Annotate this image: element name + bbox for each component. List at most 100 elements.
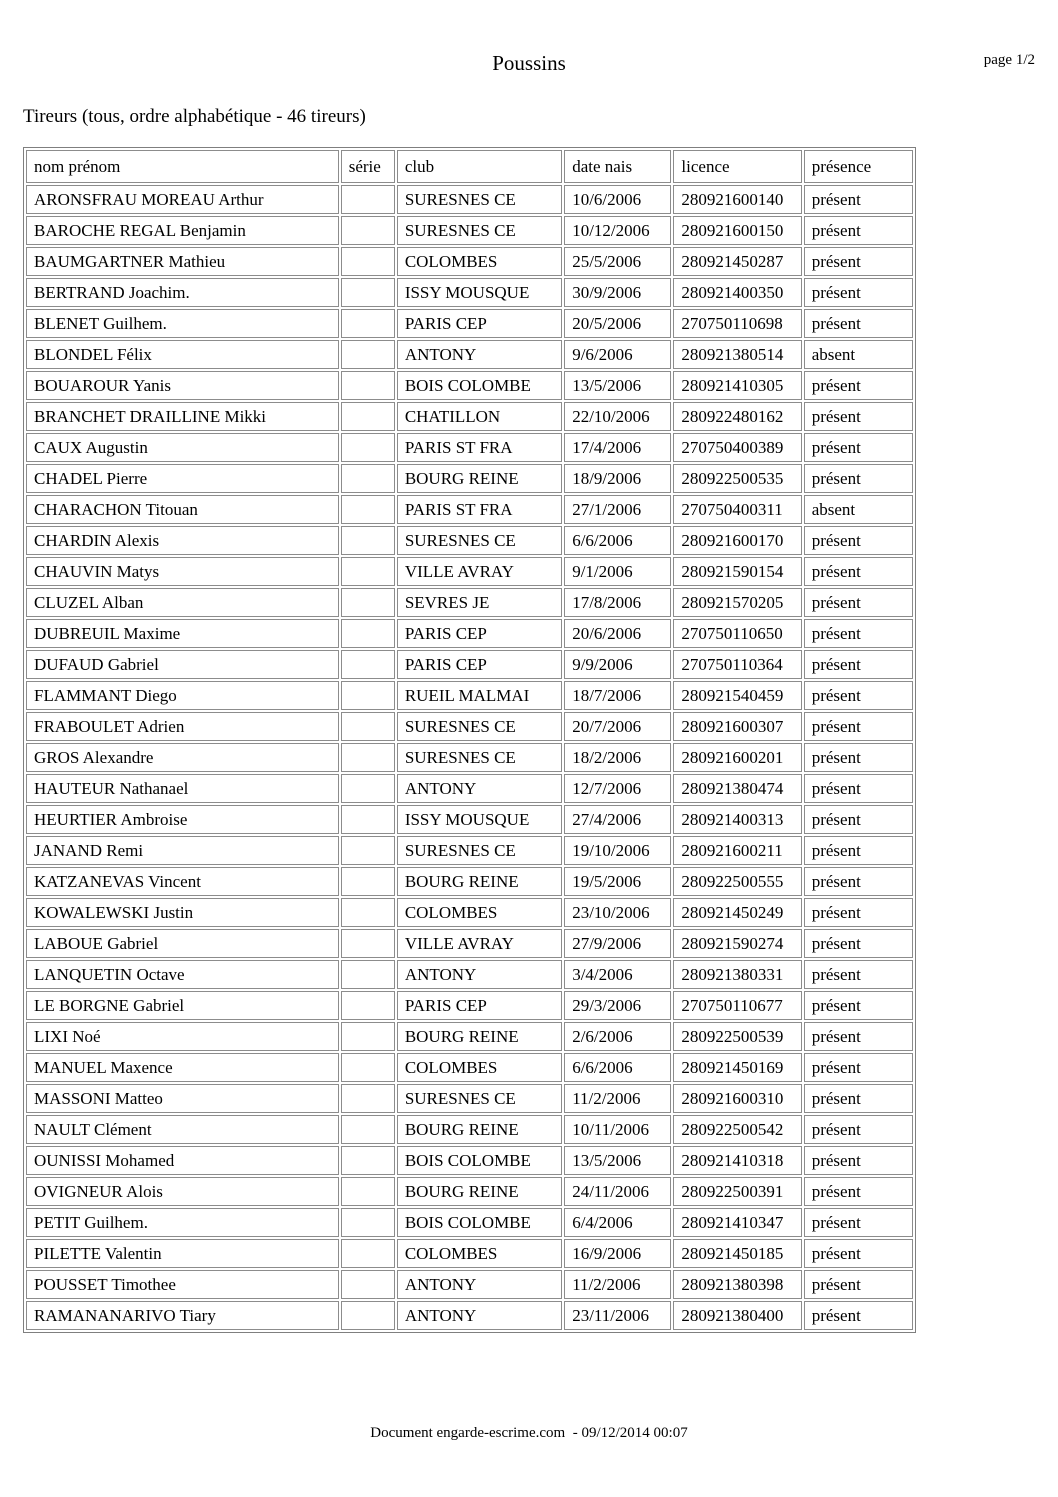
fencer-club-cell: SURESNES CE: [396, 836, 563, 865]
fencer-serie-cell: [340, 340, 395, 369]
fencer-birthdate-cell: 9/1/2006: [564, 557, 672, 586]
fencer-name-cell: FLAMMANT Diego: [26, 681, 339, 710]
fencer-name-cell: JANAND Remi: [26, 836, 339, 865]
fencer-presence-cell: présent: [803, 185, 913, 214]
table-row: LABOUE Gabriel VILLE AVRAY 27/9/2006 280…: [26, 929, 913, 958]
table-row: BERTRAND Joachim. ISSY MOUSQUE 30/9/2006…: [26, 278, 913, 307]
fencer-club-cell: PARIS CEP: [396, 650, 563, 679]
fencer-name-cell: CAUX Augustin: [26, 433, 339, 462]
table-header: nom prénom série club date nais licence …: [26, 150, 913, 183]
table-row: RAMANANARIVO Tiary ANTONY 23/11/2006 280…: [26, 1301, 913, 1330]
fencer-serie-cell: [340, 247, 395, 276]
fencer-licence-cell: 280922500539: [673, 1022, 802, 1051]
fencer-serie-cell: [340, 402, 395, 431]
table-row: DUFAUD Gabriel PARIS CEP 9/9/2006 270750…: [26, 650, 913, 679]
fencer-name-cell: BRANCHET DRAILLINE Mikki: [26, 402, 339, 431]
fencer-club-cell: PARIS ST FRA: [396, 433, 563, 462]
fencer-licence-cell: 280921540459: [673, 681, 802, 710]
fencer-name-cell: LANQUETIN Octave: [26, 960, 339, 989]
fencers-table: nom prénom série club date nais licence …: [23, 147, 916, 1333]
fencer-serie-cell: [340, 836, 395, 865]
fencer-serie-cell: [340, 774, 395, 803]
fencer-licence-cell: 280921380400: [673, 1301, 802, 1330]
fencer-birthdate-cell: 20/7/2006: [564, 712, 672, 741]
fencer-presence-cell: présent: [803, 1084, 913, 1113]
fencer-name-cell: LIXI Noé: [26, 1022, 339, 1051]
fencer-licence-cell: 280921600140: [673, 185, 802, 214]
fencer-serie-cell: [340, 185, 395, 214]
table-row: CHADEL Pierre BOURG REINE 18/9/2006 2809…: [26, 464, 913, 493]
fencer-presence-cell: présent: [803, 898, 913, 927]
fencer-name-cell: FRABOULET Adrien: [26, 712, 339, 741]
fencer-licence-cell: 280921600310: [673, 1084, 802, 1113]
fencer-presence-cell: présent: [803, 402, 913, 431]
table-row: MANUEL Maxence COLOMBES 6/6/2006 2809214…: [26, 1053, 913, 1082]
table-row: GROS Alexandre SURESNES CE 18/2/2006 280…: [26, 743, 913, 772]
table-row: CHAUVIN Matys VILLE AVRAY 9/1/2006 28092…: [26, 557, 913, 586]
fencer-name-cell: BAROCHE REGAL Benjamin: [26, 216, 339, 245]
table-row: DUBREUIL Maxime PARIS CEP 20/6/2006 2707…: [26, 619, 913, 648]
fencer-presence-cell: présent: [803, 1177, 913, 1206]
fencer-licence-cell: 270750110650: [673, 619, 802, 648]
fencer-presence-cell: présent: [803, 681, 913, 710]
fencer-birthdate-cell: 20/5/2006: [564, 309, 672, 338]
table-row: JANAND Remi SURESNES CE 19/10/2006 28092…: [26, 836, 913, 865]
table-row: FLAMMANT Diego RUEIL MALMAI 18/7/2006 28…: [26, 681, 913, 710]
fencer-club-cell: BOIS COLOMBE: [396, 1208, 563, 1237]
fencer-serie-cell: [340, 1301, 395, 1330]
table-body: ARONSFRAU MOREAU Arthur SURESNES CE 10/6…: [26, 185, 913, 1330]
fencer-club-cell: RUEIL MALMAI: [396, 681, 563, 710]
fencer-birthdate-cell: 9/6/2006: [564, 340, 672, 369]
table-row: OUNISSI Mohamed BOIS COLOMBE 13/5/2006 2…: [26, 1146, 913, 1175]
fencer-name-cell: ARONSFRAU MOREAU Arthur: [26, 185, 339, 214]
fencer-serie-cell: [340, 433, 395, 462]
fencer-licence-cell: 280922500542: [673, 1115, 802, 1144]
fencer-name-cell: BLONDEL Félix: [26, 340, 339, 369]
fencer-club-cell: SURESNES CE: [396, 743, 563, 772]
fencer-club-cell: SEVRES JE: [396, 588, 563, 617]
fencer-name-cell: POUSSET Timothee: [26, 1270, 339, 1299]
fencer-club-cell: COLOMBES: [396, 1053, 563, 1082]
fencer-birthdate-cell: 6/6/2006: [564, 526, 672, 555]
fencer-presence-cell: présent: [803, 1208, 913, 1237]
fencer-licence-cell: 280922500391: [673, 1177, 802, 1206]
fencer-presence-cell: présent: [803, 712, 913, 741]
fencer-presence-cell: présent: [803, 1270, 913, 1299]
fencer-birthdate-cell: 20/6/2006: [564, 619, 672, 648]
fencer-licence-cell: 280921600211: [673, 836, 802, 865]
column-header-presence: présence: [803, 150, 913, 183]
fencer-licence-cell: 280921450287: [673, 247, 802, 276]
fencer-licence-cell: 280921380474: [673, 774, 802, 803]
fencer-club-cell: ISSY MOUSQUE: [396, 278, 563, 307]
table-row: NAULT Clément BOURG REINE 10/11/2006 280…: [26, 1115, 913, 1144]
fencer-club-cell: PARIS CEP: [396, 619, 563, 648]
fencer-birthdate-cell: 19/10/2006: [564, 836, 672, 865]
fencer-presence-cell: présent: [803, 216, 913, 245]
fencer-serie-cell: [340, 898, 395, 927]
fencer-serie-cell: [340, 960, 395, 989]
fencer-name-cell: KATZANEVAS Vincent: [26, 867, 339, 896]
fencer-serie-cell: [340, 1208, 395, 1237]
fencer-licence-cell: 280921380331: [673, 960, 802, 989]
fencer-serie-cell: [340, 1239, 395, 1268]
fencer-name-cell: BAUMGARTNER Mathieu: [26, 247, 339, 276]
fencer-serie-cell: [340, 1146, 395, 1175]
fencer-name-cell: CHARACHON Titouan: [26, 495, 339, 524]
fencer-presence-cell: présent: [803, 588, 913, 617]
fencer-birthdate-cell: 9/9/2006: [564, 650, 672, 679]
fencer-licence-cell: 280922500535: [673, 464, 802, 493]
fencer-club-cell: BOURG REINE: [396, 1177, 563, 1206]
fencer-birthdate-cell: 13/5/2006: [564, 371, 672, 400]
table-row: LANQUETIN Octave ANTONY 3/4/2006 2809213…: [26, 960, 913, 989]
fencer-birthdate-cell: 24/11/2006: [564, 1177, 672, 1206]
column-header-club: club: [396, 150, 563, 183]
fencer-licence-cell: 280921380398: [673, 1270, 802, 1299]
fencer-birthdate-cell: 25/5/2006: [564, 247, 672, 276]
table-row: KOWALEWSKI Justin COLOMBES 23/10/2006 28…: [26, 898, 913, 927]
table-row: CHARACHON Titouan PARIS ST FRA 27/1/2006…: [26, 495, 913, 524]
fencer-licence-cell: 270750110677: [673, 991, 802, 1020]
table-row: CHARDIN Alexis SURESNES CE 6/6/2006 2809…: [26, 526, 913, 555]
fencer-birthdate-cell: 30/9/2006: [564, 278, 672, 307]
fencer-serie-cell: [340, 805, 395, 834]
fencer-licence-cell: 280921380514: [673, 340, 802, 369]
